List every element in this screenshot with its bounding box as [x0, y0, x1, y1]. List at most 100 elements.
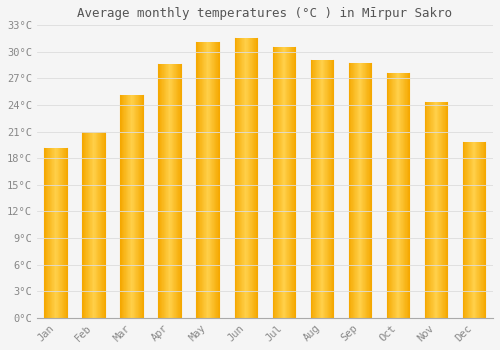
Bar — [255, 38, 256, 318]
Bar — [243, 38, 244, 318]
Bar — [466, 142, 467, 318]
Bar — [166, 64, 167, 318]
Bar — [278, 48, 279, 318]
Bar — [128, 95, 129, 318]
Bar — [356, 63, 357, 318]
Bar — [87, 132, 88, 318]
Bar — [348, 63, 349, 318]
Bar — [325, 60, 326, 318]
Bar — [168, 64, 170, 318]
Bar — [362, 63, 363, 318]
Bar — [236, 38, 237, 318]
Bar — [121, 95, 122, 318]
Bar — [197, 42, 198, 318]
Bar — [436, 102, 437, 318]
Bar — [167, 64, 168, 318]
Bar — [402, 73, 403, 318]
Bar — [329, 60, 330, 318]
Bar — [162, 64, 163, 318]
Bar — [103, 132, 104, 318]
Bar — [244, 38, 245, 318]
Bar — [60, 148, 61, 318]
Bar — [485, 142, 486, 318]
Bar — [317, 60, 318, 318]
Bar — [469, 142, 470, 318]
Bar — [313, 60, 314, 318]
Bar — [179, 64, 180, 318]
Bar — [133, 95, 134, 318]
Bar — [400, 73, 401, 318]
Bar — [292, 48, 293, 318]
Bar — [254, 38, 255, 318]
Bar — [164, 64, 166, 318]
Bar — [202, 42, 203, 318]
Bar — [211, 42, 212, 318]
Bar — [198, 42, 199, 318]
Bar — [247, 38, 248, 318]
Bar — [447, 102, 448, 318]
Bar — [158, 64, 159, 318]
Bar — [293, 48, 294, 318]
Bar — [52, 148, 53, 318]
Bar — [481, 142, 482, 318]
Bar — [386, 73, 387, 318]
Bar — [472, 142, 473, 318]
Bar — [290, 48, 291, 318]
Bar — [96, 132, 98, 318]
Bar — [199, 42, 200, 318]
Bar — [358, 63, 359, 318]
Bar — [94, 132, 95, 318]
Bar — [161, 64, 162, 318]
Bar — [102, 132, 103, 318]
Bar — [256, 38, 257, 318]
Bar — [330, 60, 331, 318]
Bar — [318, 60, 319, 318]
Bar — [210, 42, 211, 318]
Bar — [331, 60, 332, 318]
Bar — [280, 48, 281, 318]
Bar — [480, 142, 481, 318]
Bar — [431, 102, 432, 318]
Bar — [216, 42, 217, 318]
Bar — [429, 102, 430, 318]
Bar — [279, 48, 280, 318]
Bar — [399, 73, 400, 318]
Bar — [257, 38, 258, 318]
Bar — [235, 38, 236, 318]
Bar — [396, 73, 397, 318]
Bar — [170, 64, 171, 318]
Bar — [124, 95, 125, 318]
Title: Average monthly temperatures (°C ) in Mīrpur Sakro: Average monthly temperatures (°C ) in Mī… — [78, 7, 452, 20]
Bar — [392, 73, 393, 318]
Bar — [354, 63, 355, 318]
Bar — [46, 148, 48, 318]
Bar — [365, 63, 366, 318]
Bar — [141, 95, 142, 318]
Bar — [288, 48, 289, 318]
Bar — [286, 48, 287, 318]
Bar — [440, 102, 441, 318]
Bar — [393, 73, 394, 318]
Bar — [65, 148, 66, 318]
Bar — [208, 42, 209, 318]
Bar — [204, 42, 205, 318]
Bar — [321, 60, 322, 318]
Bar — [295, 48, 296, 318]
Bar — [196, 42, 197, 318]
Bar — [120, 95, 121, 318]
Bar — [371, 63, 372, 318]
Bar — [397, 73, 398, 318]
Bar — [55, 148, 56, 318]
Bar — [320, 60, 321, 318]
Bar — [407, 73, 408, 318]
Bar — [132, 95, 133, 318]
Bar — [353, 63, 354, 318]
Bar — [92, 132, 94, 318]
Bar — [441, 102, 442, 318]
Bar — [58, 148, 59, 318]
Bar — [99, 132, 100, 318]
Bar — [95, 132, 96, 318]
Bar — [442, 102, 443, 318]
Bar — [205, 42, 206, 318]
Bar — [406, 73, 407, 318]
